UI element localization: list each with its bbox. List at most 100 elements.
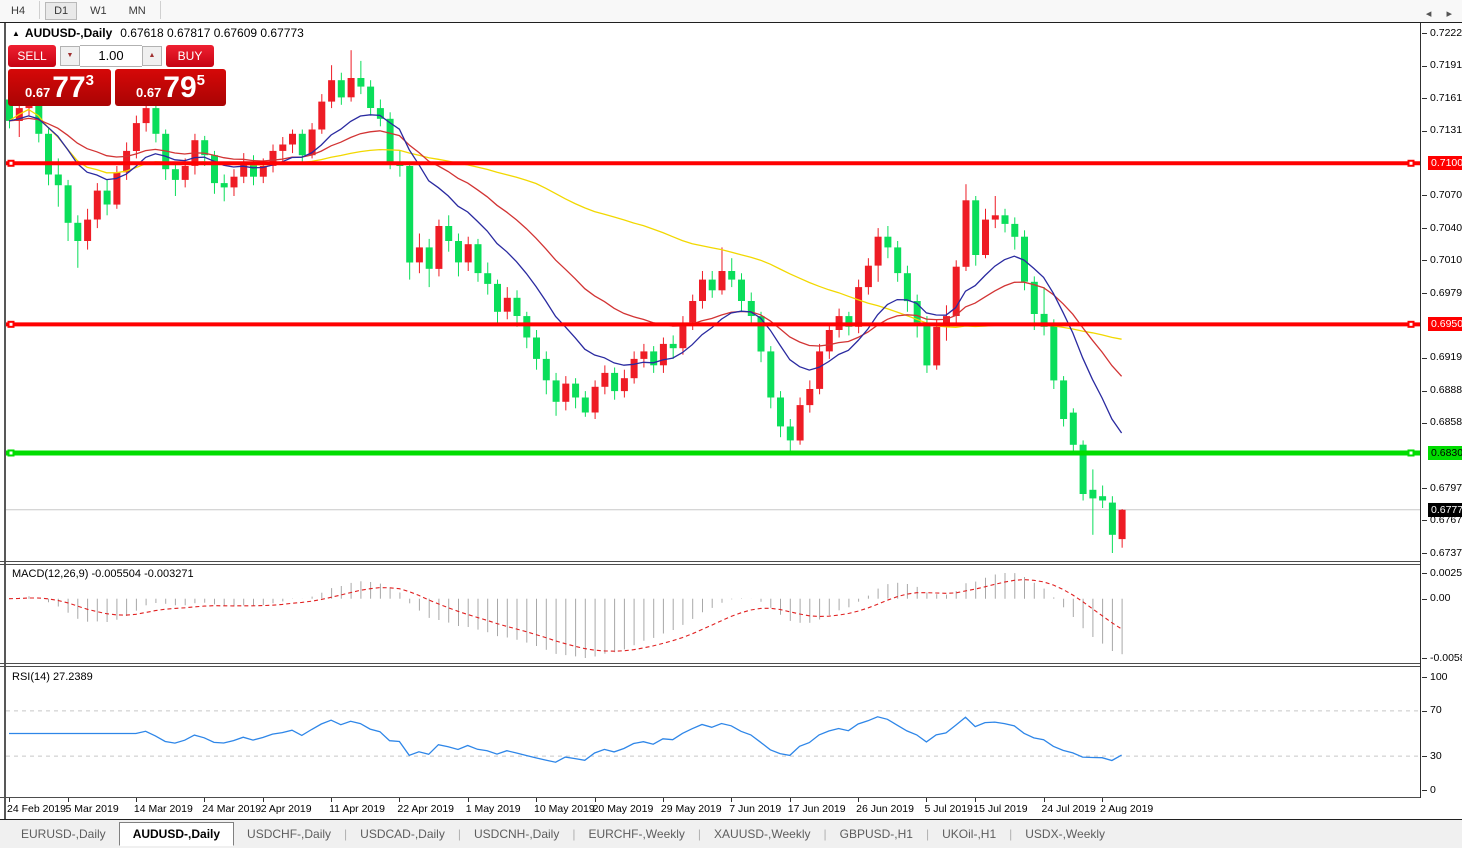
axis-tick-mark [1422,260,1427,262]
sell-price-big: 77 [52,71,86,104]
pane-splitter[interactable] [0,564,1462,565]
hline-price-badge: 0.71005 [1428,156,1462,170]
axis-tick-mark [1422,710,1427,712]
date-tick-mark [789,798,791,802]
timeframe-button-d1[interactable]: D1 [45,2,78,20]
horizontal-support-resistance-lines[interactable] [6,159,1420,457]
window-top-border [0,22,1462,23]
date-tick-mark [67,798,69,802]
chart-tab-eurusd[interactable]: EURUSD-,Daily [21,827,106,841]
macd-signal-line [8,579,1122,652]
chart-tab-usdcnh[interactable]: USDCNH-,Daily [473,827,560,841]
collapse-triangle-icon[interactable]: ▲ [12,29,20,38]
sell-price-pip: 3 [85,72,95,89]
chart-tab-usdcad[interactable]: USDCAD-,Daily [360,827,445,841]
sell-price-prefix: 0.67 [24,85,51,100]
rsi-level-lines [6,710,1420,757]
axis-tick-mark [1422,756,1427,758]
axis-tick-mark [1422,488,1427,490]
axis-tick-mark [1422,65,1427,67]
timeframe-toolbar: H4 D1 W1 MN [0,0,1462,22]
price-axis-label: 0.69795 [1430,287,1462,299]
tab-scroll-arrows: ◂ ▸ [1414,7,1452,20]
axis-tick-mark [1422,598,1427,600]
chart-tab-eurchf[interactable]: EURCHF-,Weekly [588,827,685,841]
price-axis-label: 30 [1430,750,1442,762]
chart-tab-bar: EURUSD-,Daily AUDUSD-,Daily USDCHF-,Daily |… [0,820,1462,848]
window-bottom-border [0,819,1462,820]
date-axis-label: 10 May 2019 [534,803,595,815]
chart-ohlc-values: 0.67618 0.67817 0.67609 0.67773 [120,26,304,40]
date-tick-mark [1043,798,1045,802]
macd-indicator-pane[interactable] [6,565,1420,663]
candles-layer[interactable] [6,50,1126,553]
pane-splitter[interactable] [0,561,1462,562]
tab-scroll-right-icon[interactable]: ▸ [1446,8,1452,20]
timeframe-button-w1[interactable]: W1 [90,5,107,17]
main-price-chart[interactable] [6,23,1420,561]
chart-tab-usdchf[interactable]: USDCHF-,Daily [247,827,332,841]
rsi-indicator-pane[interactable] [6,667,1420,798]
axis-tick-mark [1422,33,1427,34]
date-axis-label: 1 May 2019 [465,803,521,815]
tab-separator: | [344,827,348,841]
buy-price-box[interactable]: 0.67 79 5 [115,69,226,106]
chart-tab-ukoil[interactable]: UKOil-,H1 [942,827,997,841]
date-tick-mark [926,798,928,802]
date-axis-label: 20 May 2019 [592,803,654,815]
date-axis-label: 5 Mar 2019 [65,803,119,815]
price-axis-label: 0.71915 [1430,59,1462,71]
date-axis-label: 24 Feb 2019 [7,803,66,815]
pane-splitter[interactable] [0,666,1462,667]
date-axis-label: 24 Jul 2019 [1041,803,1096,815]
date-axis[interactable]: 24 Feb 2019 5 Mar 2019 14 Mar 2019 24 Mar 2… [6,798,1420,819]
rsi-label: RSI(14) 27.2389 [12,671,93,683]
hline-price-badge: 0.68303 [1428,446,1462,460]
chart-bottom-border [0,797,1462,798]
date-axis-label: 26 Jun 2019 [856,803,914,815]
macd-histogram [18,573,1123,658]
axis-tick-mark [1422,228,1427,230]
axis-tick-mark [1422,520,1427,522]
date-tick-mark [9,798,10,802]
price-axis-label: 0.68585 [1430,416,1462,428]
axis-tick-mark [1422,293,1427,294]
price-axis-label: 0 [1430,784,1436,796]
buy-button[interactable]: BUY [166,44,214,67]
axis-tick-mark [1422,553,1427,555]
chart-tab-usdx[interactable]: USDX-,Weekly [1025,827,1106,841]
axis-tick-mark [1422,130,1427,132]
chart-tab-audusd[interactable]: AUDUSD-,Daily [118,822,235,846]
sell-button[interactable]: SELL [8,44,56,67]
volume-decrease-button[interactable]: ▼ [60,45,80,66]
timeframe-button-mn[interactable]: MN [128,5,146,17]
chart-title: AUDUSD-,Daily [24,26,113,40]
date-axis-label: 7 Jun 2019 [729,803,782,815]
sell-price-box[interactable]: 0.67 77 3 [8,69,111,106]
tab-separator: | [925,827,930,841]
axis-tick-mark [1422,357,1427,359]
date-axis-label: 5 Jul 2019 [924,803,973,815]
price-axis-label: 0.00 [1430,592,1451,604]
date-tick-mark [536,798,538,802]
toolbar-separator [159,0,161,19]
date-tick-mark [731,798,733,802]
tab-separator: | [457,827,461,841]
axis-tick-mark [1422,422,1427,424]
timeframe-button-h4[interactable]: H4 [11,5,26,17]
chart-tab-gbpusd[interactable]: GBPUSD-,H1 [839,827,913,841]
axis-tick-mark [1422,790,1427,791]
date-tick-mark [135,798,137,802]
date-tick-mark [594,798,596,802]
volume-increase-button[interactable]: ▲ [142,45,162,66]
pane-splitter[interactable] [0,663,1462,664]
tab-scroll-left-icon[interactable]: ◂ [1425,8,1432,20]
volume-input[interactable] [80,44,142,67]
chart-tab-xauusd[interactable]: XAUUSD-,Weekly [714,827,811,841]
